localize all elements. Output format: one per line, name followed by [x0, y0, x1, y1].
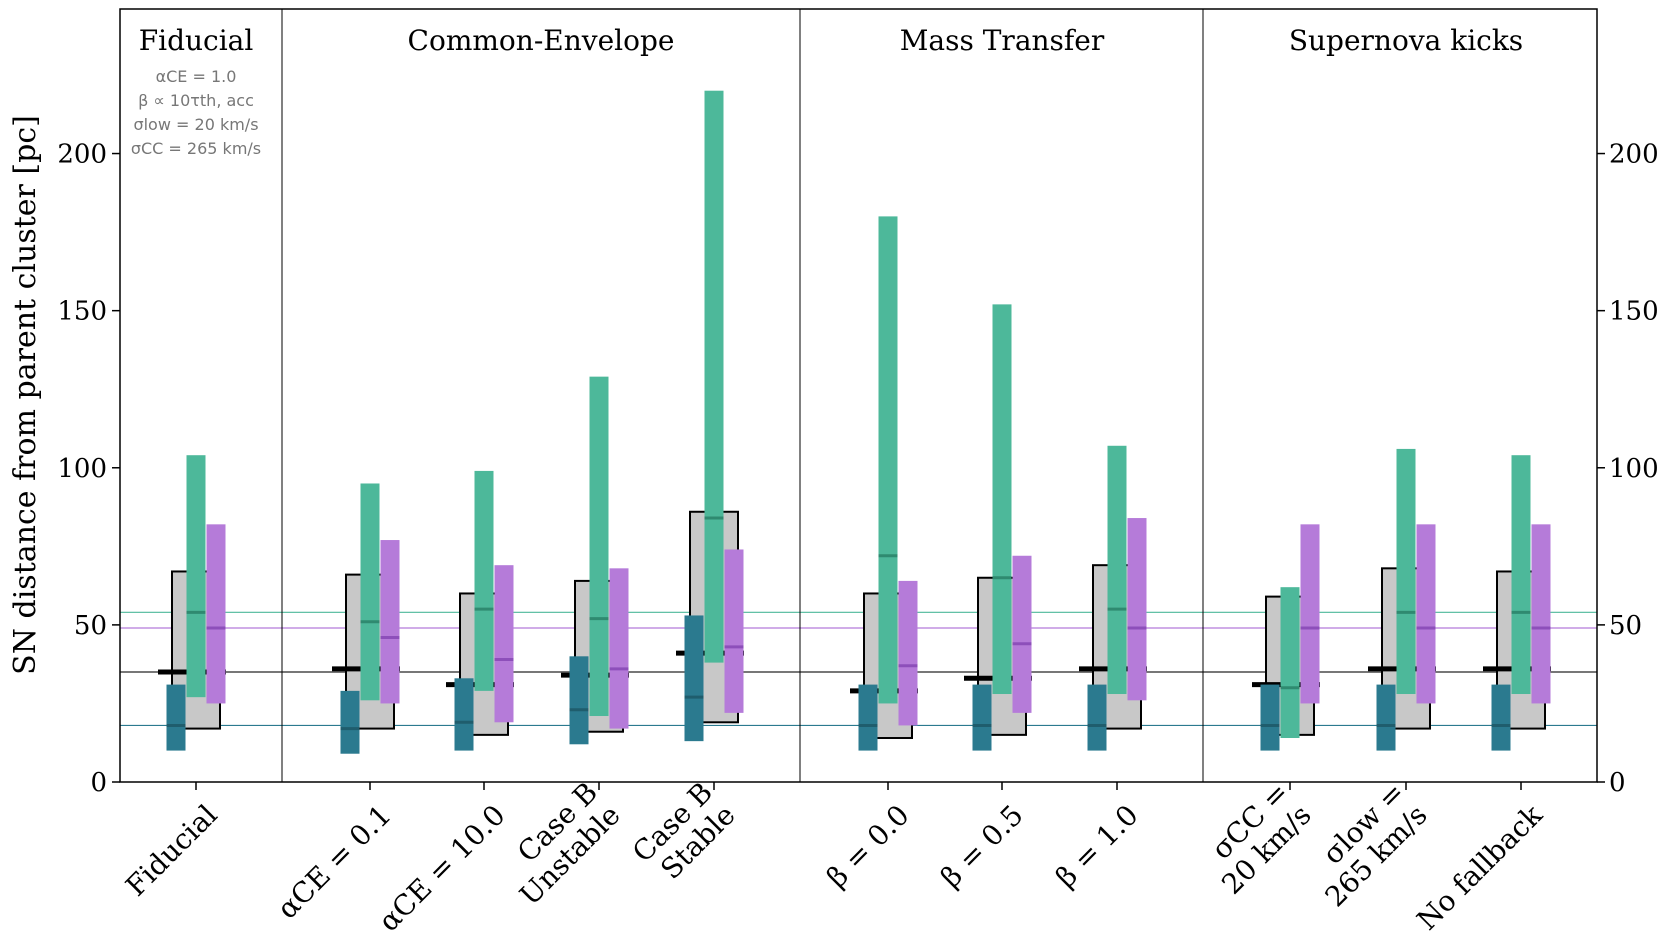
boxes [158, 90, 1559, 754]
plot-border [119, 8, 1598, 783]
group-annotation: αCE = 1.0 [156, 67, 237, 86]
box-bar [1491, 684, 1511, 751]
x-tick-label: σlow =265 km/s [1296, 776, 1434, 914]
x-tick-label: αCE = 0.1 [271, 798, 398, 925]
x-tick-label: σCC =20 km/s [1193, 776, 1318, 901]
y-axis-label: SN distance from parent cluster [pc] [8, 115, 43, 675]
box-bar [340, 690, 360, 754]
box-bar [878, 216, 898, 704]
y-tick-label: 150 [1609, 297, 1659, 327]
y-axis-ticks: 0 0 50 50 100 100 150 150 200 200 [57, 140, 1658, 798]
box-bar [1127, 518, 1147, 701]
group-title: Common-Envelope [408, 24, 675, 57]
box-bar [569, 656, 589, 745]
box-bar [589, 376, 609, 717]
x-tick-label: β = 0.0 [820, 798, 915, 893]
group-annotation: σlow = 20 km/s [133, 115, 258, 134]
y-tick-label: 200 [1609, 140, 1659, 170]
y-tick-label: 200 [57, 140, 107, 170]
group-title: Supernova kicks [1289, 24, 1523, 57]
plot-frame [119, 8, 1598, 783]
box-bar [609, 568, 629, 729]
box-bar [704, 90, 724, 663]
box-bar [1396, 448, 1416, 695]
box-bar [1416, 524, 1436, 704]
box-bar [898, 580, 918, 726]
box-bar [1531, 524, 1551, 704]
box-bar [166, 684, 186, 751]
box-bar [206, 524, 226, 704]
group-titles: Fiducial αCE = 1.0 β ∝ 10τth, acc σlow = 20… [131, 24, 1523, 158]
y-tick-label: 100 [1609, 454, 1659, 484]
box-bar [186, 455, 206, 698]
group-title: Mass Transfer [900, 24, 1105, 57]
box-bar [360, 483, 380, 701]
box-bar [1087, 684, 1107, 751]
box-bar [1300, 524, 1320, 704]
group-annotation: σCC = 265 km/s [131, 139, 261, 158]
box-bar [1260, 684, 1280, 751]
y-tick-label: 150 [57, 297, 107, 327]
box-bar [724, 549, 744, 713]
x-tick-label: β = 1.0 [1049, 798, 1144, 893]
box-bar [380, 540, 400, 704]
box-bar [684, 615, 704, 742]
group-title: Fiducial [139, 24, 254, 57]
box-bar [858, 684, 878, 751]
x-tick-label: Case BStable [626, 776, 742, 892]
box-bar [494, 565, 514, 723]
box-bar [992, 304, 1012, 695]
box-bar [1280, 587, 1300, 739]
x-tick-label: β = 0.5 [934, 798, 1029, 893]
box-bar [474, 470, 494, 691]
box-bar [1107, 445, 1127, 695]
y-tick-label: 0 [1609, 768, 1626, 798]
x-tick-label: Case BUnstable [491, 776, 627, 912]
box-bar [1376, 684, 1396, 751]
box-bar [454, 678, 474, 751]
group-annotation: β ∝ 10τth, acc [138, 91, 254, 110]
y-tick-label: 50 [1609, 611, 1642, 641]
box-bar [1012, 555, 1032, 713]
y-tick-label: 0 [90, 768, 107, 798]
y-tick-label: 50 [74, 611, 107, 641]
box-bar [972, 684, 992, 751]
x-tick-label: Fiducial [119, 798, 223, 902]
box-bar [1511, 455, 1531, 695]
y-tick-label: 100 [57, 454, 107, 484]
x-tick-label: No fallback [1410, 798, 1549, 937]
